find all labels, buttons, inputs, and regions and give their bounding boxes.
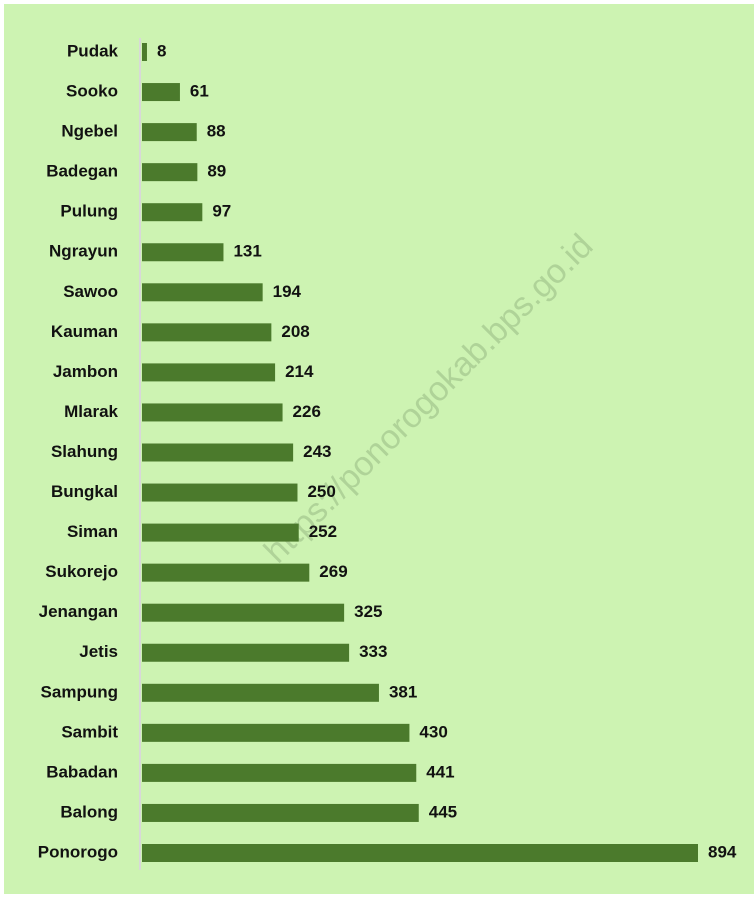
value-label: 88 [207, 122, 226, 141]
value-label: 89 [207, 162, 226, 181]
value-label: 226 [293, 402, 321, 421]
bar [142, 363, 275, 381]
bar [142, 644, 349, 662]
chart: https://ponorogokab.bps.go.id Pudak8Sook… [0, 0, 754, 898]
bar [142, 444, 293, 462]
bar [142, 844, 698, 862]
bar [142, 163, 197, 181]
value-label: 269 [319, 562, 347, 581]
value-label: 131 [233, 242, 261, 261]
value-label: 445 [429, 802, 457, 821]
bar [142, 283, 263, 301]
category-label: Sambit [61, 722, 118, 741]
value-label: 214 [285, 362, 314, 381]
bar [142, 403, 283, 421]
category-label: Balong [60, 802, 118, 821]
value-label: 441 [426, 762, 454, 781]
category-label: Sukorejo [45, 562, 118, 581]
category-label: Siman [67, 522, 118, 541]
bar [142, 83, 180, 101]
value-label: 430 [419, 722, 447, 741]
category-label: Ponorogo [38, 842, 118, 861]
category-label: Kauman [51, 322, 118, 341]
category-label: Sawoo [63, 282, 118, 301]
value-label: 208 [281, 322, 309, 341]
page: {"chart_data": {"type": "bar", "orientat… [0, 0, 754, 898]
bar [142, 43, 147, 61]
bar [142, 484, 297, 502]
value-label: 250 [307, 482, 335, 501]
value-label: 333 [359, 642, 387, 661]
category-label: Ngebel [61, 122, 118, 141]
category-label: Babadan [46, 762, 118, 781]
bar [142, 123, 197, 141]
bar [142, 724, 409, 742]
value-label: 97 [212, 202, 231, 221]
value-label: 194 [273, 282, 302, 301]
bar [142, 203, 202, 221]
category-label: Ngrayun [49, 242, 118, 261]
category-label: Pudak [67, 41, 119, 60]
category-label: Bungkal [51, 482, 118, 501]
category-label: Sooko [66, 82, 118, 101]
category-label: Jetis [79, 642, 118, 661]
bar [142, 243, 223, 261]
value-label: 894 [708, 842, 737, 861]
value-label: 8 [157, 41, 166, 60]
category-label: Sampung [41, 682, 118, 701]
bar [142, 323, 271, 341]
category-label: Jenangan [39, 602, 118, 621]
bar [142, 684, 379, 702]
category-label: Pulung [60, 202, 118, 221]
category-label: Jambon [53, 362, 118, 381]
value-label: 243 [303, 442, 331, 461]
value-label: 61 [190, 82, 209, 101]
bar [142, 524, 299, 542]
bar [142, 564, 309, 582]
value-label: 252 [309, 522, 337, 541]
category-label: Slahung [51, 442, 118, 461]
category-label: Badegan [46, 162, 118, 181]
bar [142, 604, 344, 622]
value-label: 381 [389, 682, 417, 701]
bar [142, 804, 419, 822]
value-label: 325 [354, 602, 382, 621]
category-label: Mlarak [64, 402, 118, 421]
bar [142, 764, 416, 782]
